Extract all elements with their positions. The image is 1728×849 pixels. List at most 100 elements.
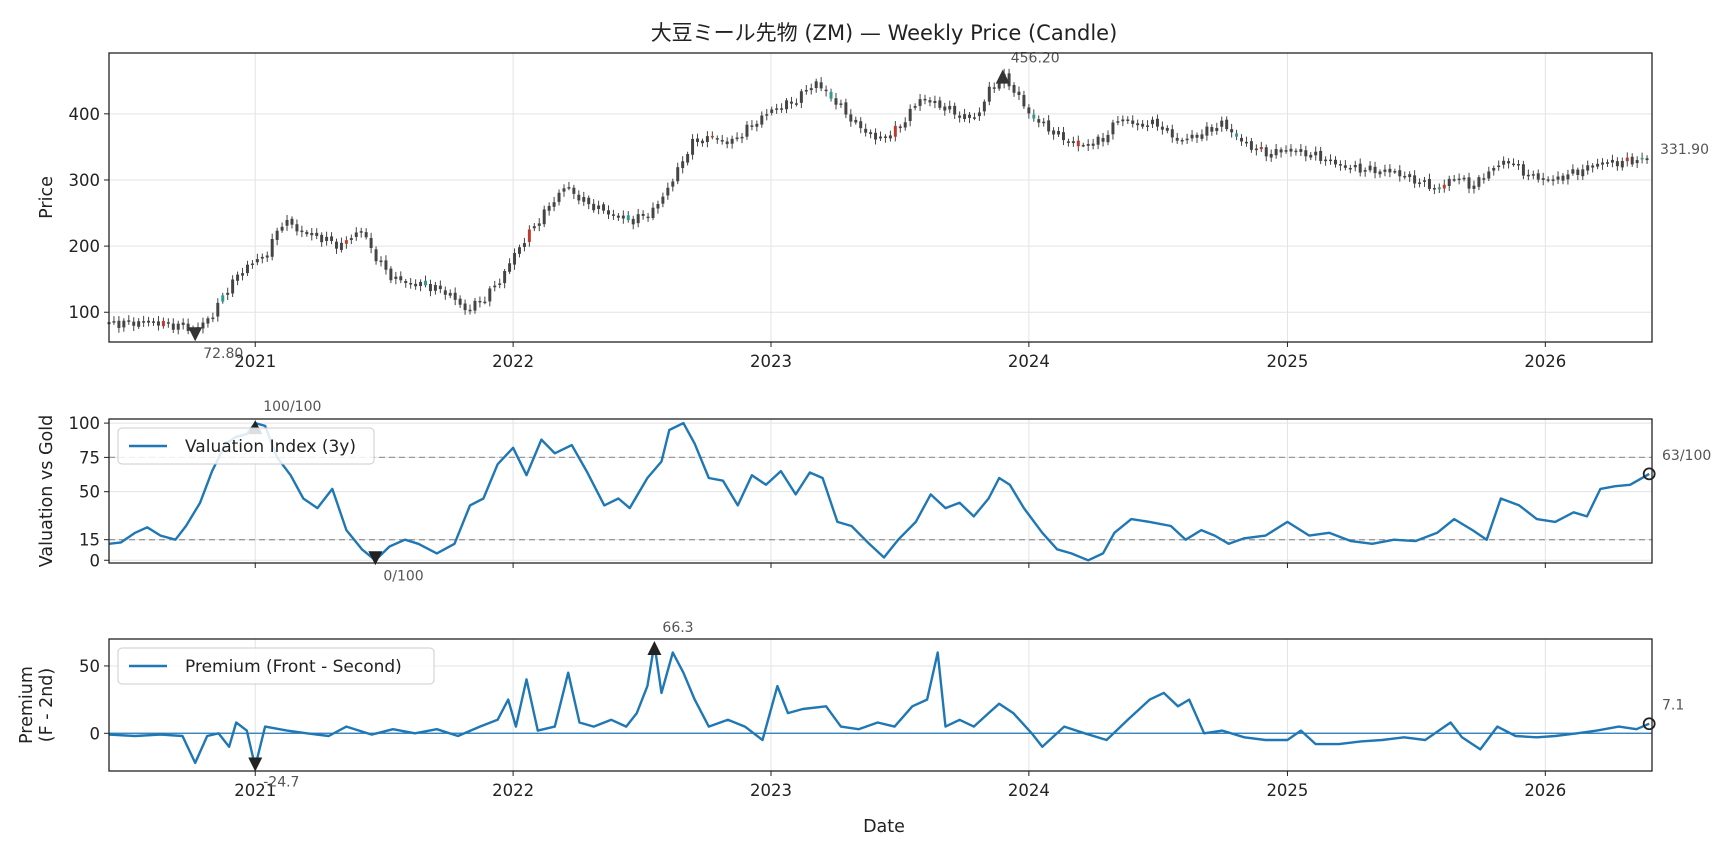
candle-body bbox=[137, 321, 141, 327]
candle-body bbox=[666, 187, 670, 196]
min-annotation: 0/100 bbox=[383, 568, 423, 584]
candle-body bbox=[349, 238, 353, 240]
candle-body bbox=[1160, 126, 1164, 130]
candle-body bbox=[834, 98, 838, 105]
candle-body bbox=[473, 300, 477, 311]
candle-body bbox=[691, 138, 695, 155]
candle-body bbox=[166, 322, 170, 324]
candle-body bbox=[1447, 178, 1451, 186]
candle-body bbox=[1358, 163, 1362, 173]
candle-body bbox=[1423, 180, 1426, 182]
candle-body bbox=[186, 323, 190, 331]
candle-body bbox=[1551, 179, 1555, 181]
candle-body bbox=[567, 187, 571, 189]
candle-body bbox=[226, 292, 230, 295]
candle-body bbox=[344, 240, 348, 244]
candle-body bbox=[740, 136, 744, 139]
y-tick-label: 50 bbox=[79, 657, 100, 676]
candle-body bbox=[1378, 171, 1382, 175]
candle-body bbox=[765, 114, 769, 116]
candle-body bbox=[1230, 129, 1234, 133]
candle-body bbox=[1274, 149, 1278, 156]
candle-body bbox=[562, 188, 566, 192]
x-tick-label: 2025 bbox=[1266, 781, 1308, 800]
candle-body bbox=[1284, 150, 1288, 152]
candle-body bbox=[720, 140, 724, 142]
candle-body bbox=[1497, 165, 1501, 168]
candle-body bbox=[305, 231, 309, 235]
candle-body bbox=[1427, 178, 1431, 189]
candle-body bbox=[206, 318, 210, 324]
candle-body bbox=[221, 295, 225, 302]
candle-body bbox=[1383, 169, 1387, 172]
candle-body bbox=[1576, 169, 1580, 175]
x-tick-label: 2022 bbox=[492, 352, 534, 371]
candle-body bbox=[745, 124, 749, 137]
min-marker bbox=[248, 757, 263, 772]
candle-body bbox=[1081, 144, 1085, 147]
candle-body bbox=[785, 100, 789, 110]
candle-body bbox=[982, 101, 986, 112]
candle-body bbox=[1324, 159, 1328, 162]
candle-body bbox=[236, 274, 240, 281]
valuation-panel: 015 50 75 100 100/100 0/100 63/100 Valuation In… bbox=[37, 399, 1711, 584]
candle-body bbox=[483, 301, 487, 304]
candle-body bbox=[671, 181, 675, 187]
candle-body bbox=[1121, 119, 1125, 122]
high-marker bbox=[995, 69, 1010, 84]
candle-body bbox=[696, 138, 699, 142]
last-value-annotation: 331.90 bbox=[1660, 142, 1709, 158]
candle-body bbox=[156, 321, 160, 326]
candle-body bbox=[1240, 137, 1244, 142]
chart-title: 大豆ミール先物 (ZM) — Weekly Price (Candle) bbox=[651, 21, 1118, 45]
candle-body bbox=[1215, 128, 1219, 131]
x-axis-label: Date bbox=[863, 817, 905, 837]
candle-body bbox=[730, 138, 734, 144]
candle-body bbox=[1591, 165, 1595, 168]
candle-body bbox=[532, 226, 536, 229]
candle-body bbox=[498, 283, 502, 285]
max-marker bbox=[647, 640, 662, 655]
candle-body bbox=[463, 303, 467, 311]
x-tick-label: 2026 bbox=[1524, 352, 1566, 371]
y-tick-label: 200 bbox=[69, 237, 101, 256]
x-tick-label: 2024 bbox=[1008, 352, 1050, 371]
candle-body bbox=[1314, 151, 1318, 156]
candle-body bbox=[176, 323, 180, 330]
candle-body bbox=[1353, 165, 1357, 168]
candle-body bbox=[364, 232, 368, 238]
candle-body bbox=[1620, 160, 1624, 168]
candle-body bbox=[819, 82, 823, 89]
candle-body bbox=[280, 226, 284, 231]
candle-body bbox=[592, 203, 596, 211]
candle-body bbox=[260, 256, 264, 259]
candle-body bbox=[987, 86, 991, 102]
candle-body bbox=[1155, 118, 1159, 127]
candle-body bbox=[1091, 143, 1095, 146]
candle-body bbox=[725, 141, 729, 145]
candle-body bbox=[972, 117, 976, 119]
candle-body bbox=[152, 321, 155, 323]
candle-body bbox=[1338, 164, 1342, 166]
candle-body bbox=[508, 263, 512, 272]
candle-body bbox=[1309, 154, 1313, 158]
candle-body bbox=[1487, 171, 1491, 179]
x-tick-label: 2022 bbox=[492, 781, 534, 800]
candle-body bbox=[1408, 174, 1412, 178]
y-tick-label: 100 bbox=[69, 303, 101, 322]
premium-y-label-line2: (F - 2nd) bbox=[37, 668, 57, 743]
candle-body bbox=[428, 283, 432, 292]
candle-body bbox=[231, 279, 235, 294]
candle-body bbox=[389, 268, 393, 281]
max-annotation: 100/100 bbox=[263, 399, 321, 415]
candle-body bbox=[1596, 163, 1600, 167]
premium-y-label: Premium bbox=[17, 666, 37, 744]
candle-body bbox=[844, 102, 848, 115]
candle-body bbox=[1007, 73, 1011, 87]
candle-body bbox=[1185, 138, 1189, 141]
candle-body bbox=[1388, 168, 1392, 173]
candle-body bbox=[651, 207, 655, 218]
candle-body bbox=[1259, 147, 1263, 150]
candle-body bbox=[1561, 175, 1565, 181]
candle-body bbox=[300, 230, 304, 233]
